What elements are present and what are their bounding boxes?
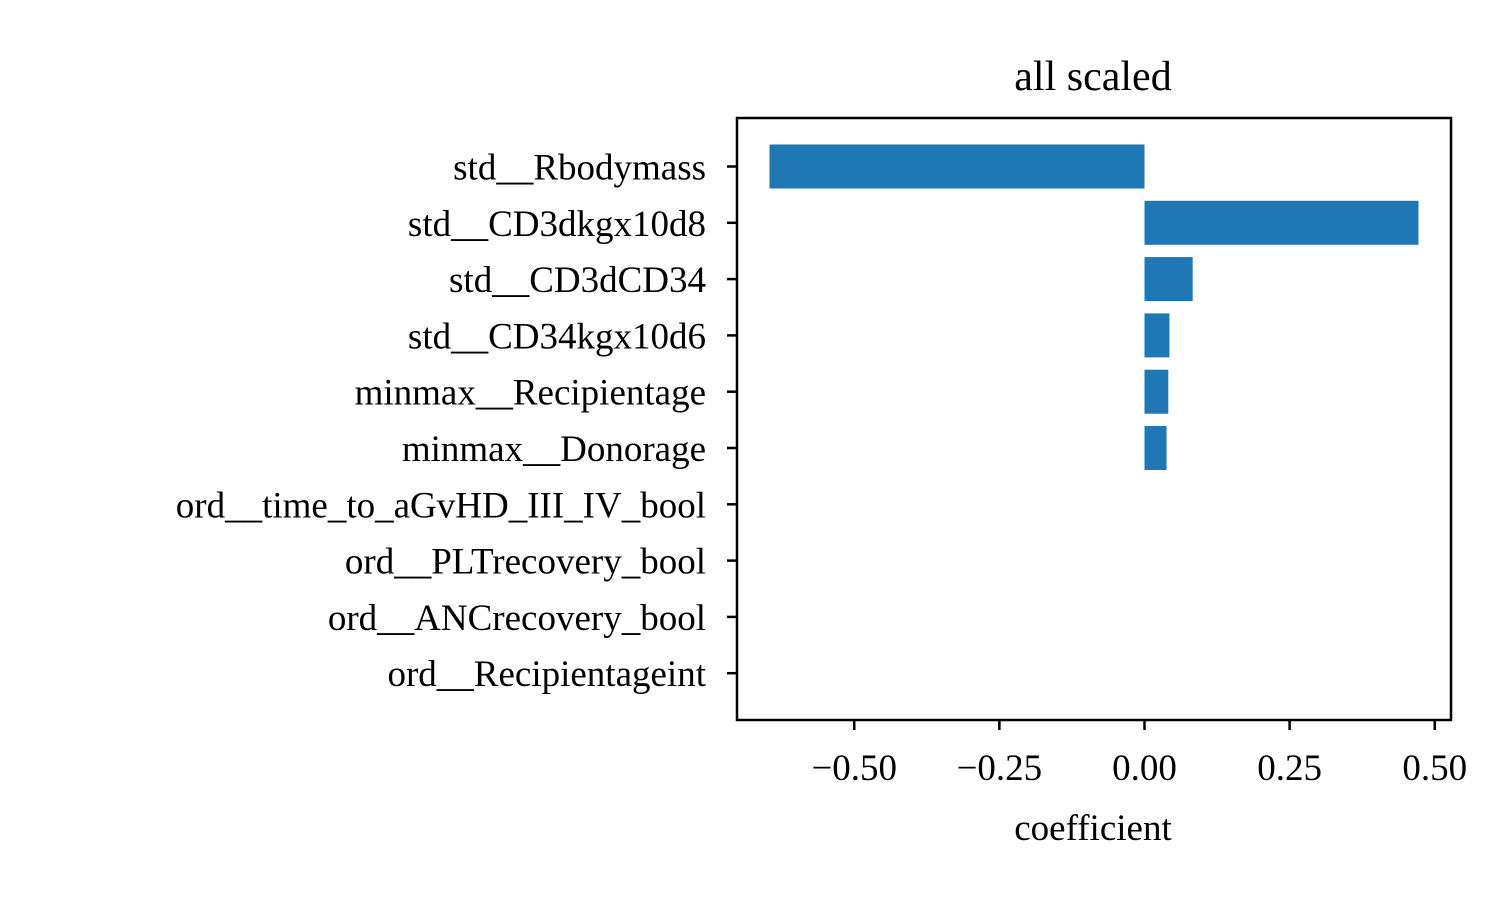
- bar-std__Rbodymass: [769, 144, 1145, 189]
- y-tick-label: minmax__Recipientage: [355, 373, 706, 414]
- y-axis-ticks: std__Rbodymass std__CD3dkgx10d8 std__CD3dC…: [176, 148, 737, 695]
- bar-std__CD3dkgx10d8: [1144, 200, 1419, 245]
- y-tick-label: std__CD34kgx10d6: [408, 316, 706, 357]
- bar-minmax__Recipientage: [1144, 369, 1169, 414]
- bars-group: [769, 144, 1419, 470]
- y-tick-label: minmax__Donorage: [402, 429, 706, 470]
- y-tick-label: std__Rbodymass: [453, 148, 706, 189]
- x-axis-ticks: −0.50 −0.25 0.00 0.25 0.50: [811, 720, 1467, 789]
- x-axis-label: coefficient: [1014, 808, 1172, 849]
- x-tick-label: 0.00: [1112, 748, 1177, 789]
- y-tick-label: std__CD3dCD34: [449, 260, 706, 301]
- y-tick-label: ord__time_to_aGvHD_III_IV_bool: [176, 485, 706, 526]
- y-tick-label: ord__ANCrecovery_bool: [328, 598, 706, 639]
- plot-frame: [735, 116, 1453, 722]
- y-tick-label: ord__Recipientageint: [387, 654, 706, 695]
- bar-std__CD34kgx10d6: [1144, 313, 1170, 358]
- x-tick-label: −0.25: [957, 748, 1043, 789]
- bar-minmax__Donorage: [1144, 426, 1167, 470]
- y-tick-label: std__CD3dkgx10d8: [408, 204, 706, 245]
- x-tick-label: −0.50: [811, 748, 897, 789]
- chart-title: all scaled: [1014, 54, 1171, 100]
- bar-std__CD3dCD34: [1144, 257, 1193, 302]
- y-tick-label: ord__PLTrecovery_bool: [345, 542, 706, 583]
- x-tick-label: 0.50: [1402, 748, 1467, 789]
- x-tick-label: 0.25: [1257, 748, 1322, 789]
